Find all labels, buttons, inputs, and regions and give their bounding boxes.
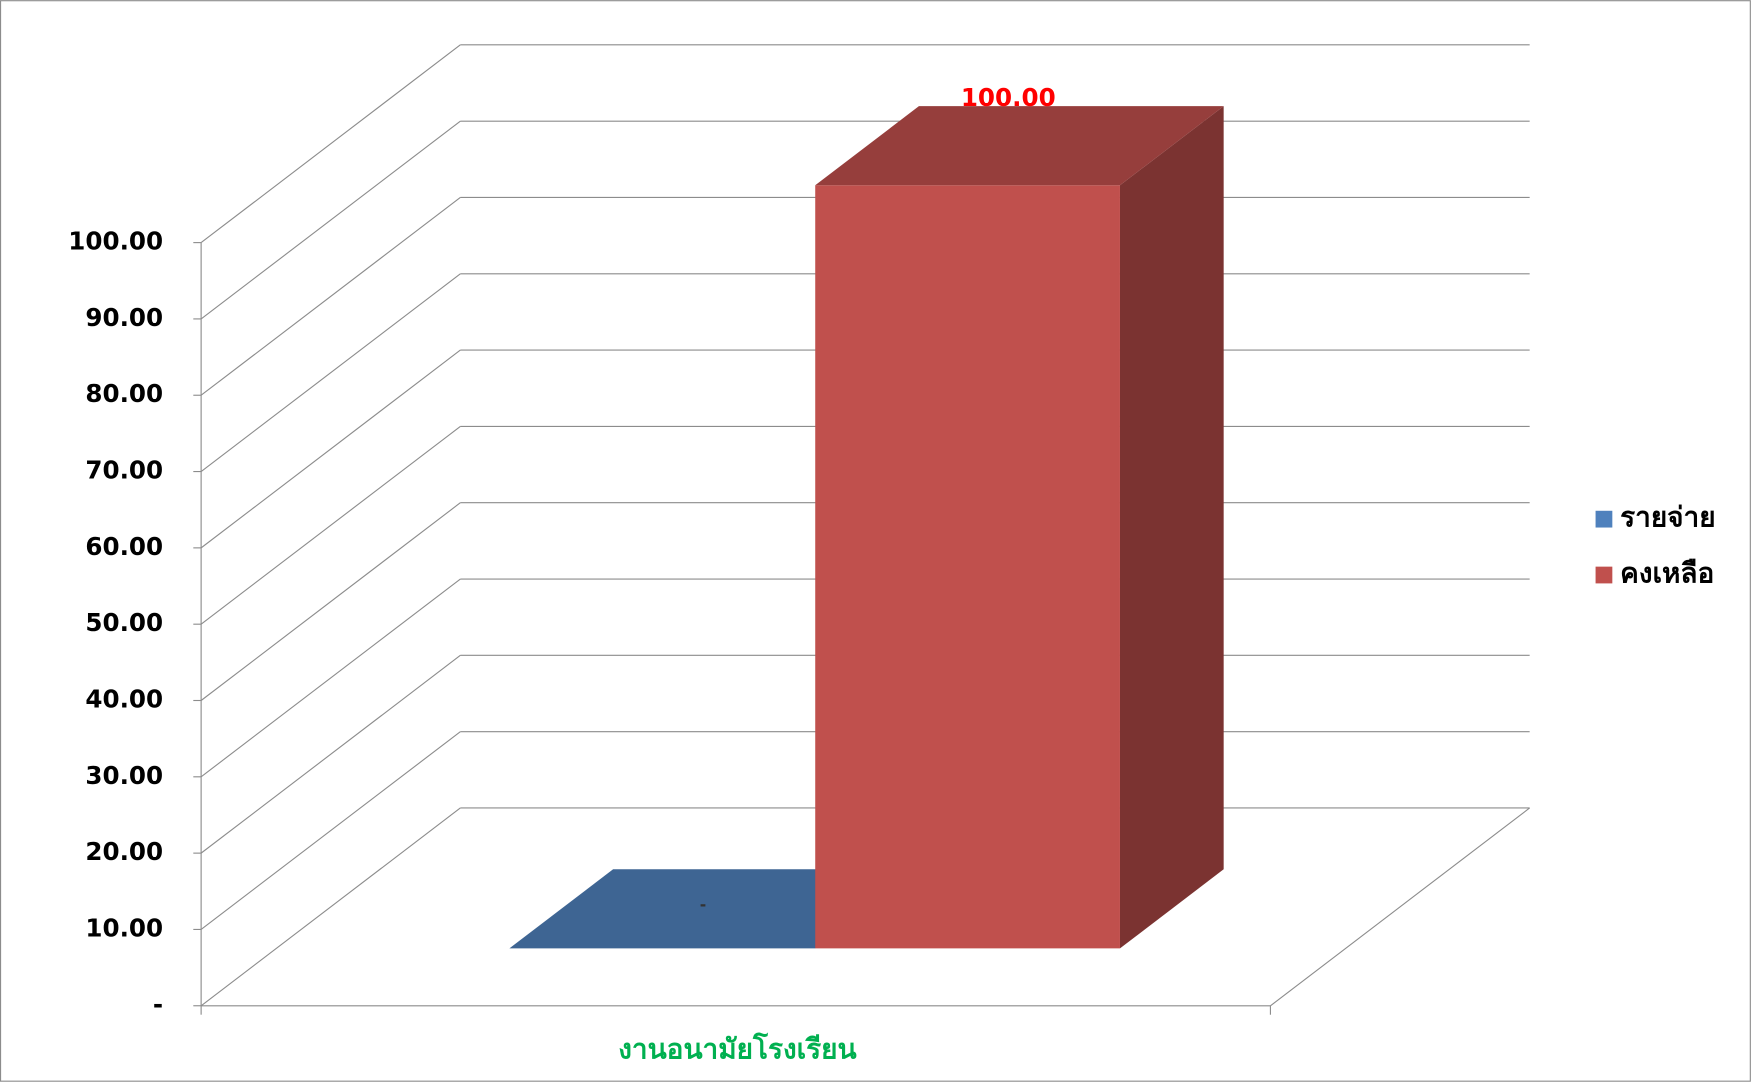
grid-line [200, 120, 461, 320]
legend-label: รายจ่าย [1620, 501, 1715, 534]
y-tick-label: 10.00 [85, 913, 163, 942]
y-tick-label: - [153, 990, 163, 1019]
bar-top [815, 106, 1224, 186]
grid-line [200, 731, 461, 930]
data-label: 100.00 [961, 83, 1056, 112]
y-tick-label: 50.00 [85, 608, 163, 637]
floor-edge [1270, 807, 1530, 1007]
y-tick-label: 60.00 [85, 532, 163, 561]
legend-label: คงเหลือ [1620, 556, 1714, 589]
grid-line [200, 425, 461, 625]
y-tick-label: 30.00 [85, 761, 163, 790]
y-tick-label: 40.00 [85, 684, 163, 713]
legend-swatch [1595, 510, 1613, 528]
grid-line [200, 654, 461, 854]
y-tick-label: 20.00 [85, 837, 163, 866]
grid-line [200, 807, 461, 1007]
x-tick-label: งานอนามัยโรงเรียน [618, 1031, 856, 1065]
y-tick-label: 90.00 [85, 303, 163, 332]
grid-line [200, 197, 461, 396]
bar-side [1119, 106, 1224, 949]
y-tick-label: 100.00 [68, 227, 163, 256]
data-label: - [700, 895, 706, 914]
bar-front [815, 185, 1120, 949]
y-tick-label: 70.00 [85, 456, 163, 485]
grid-line [200, 349, 461, 549]
y-tick-label: 80.00 [85, 379, 163, 408]
grid-line [200, 273, 461, 472]
grid-line [200, 502, 461, 701]
legend-swatch [1595, 566, 1613, 584]
grid-line [200, 44, 461, 244]
grid-line [200, 578, 461, 778]
